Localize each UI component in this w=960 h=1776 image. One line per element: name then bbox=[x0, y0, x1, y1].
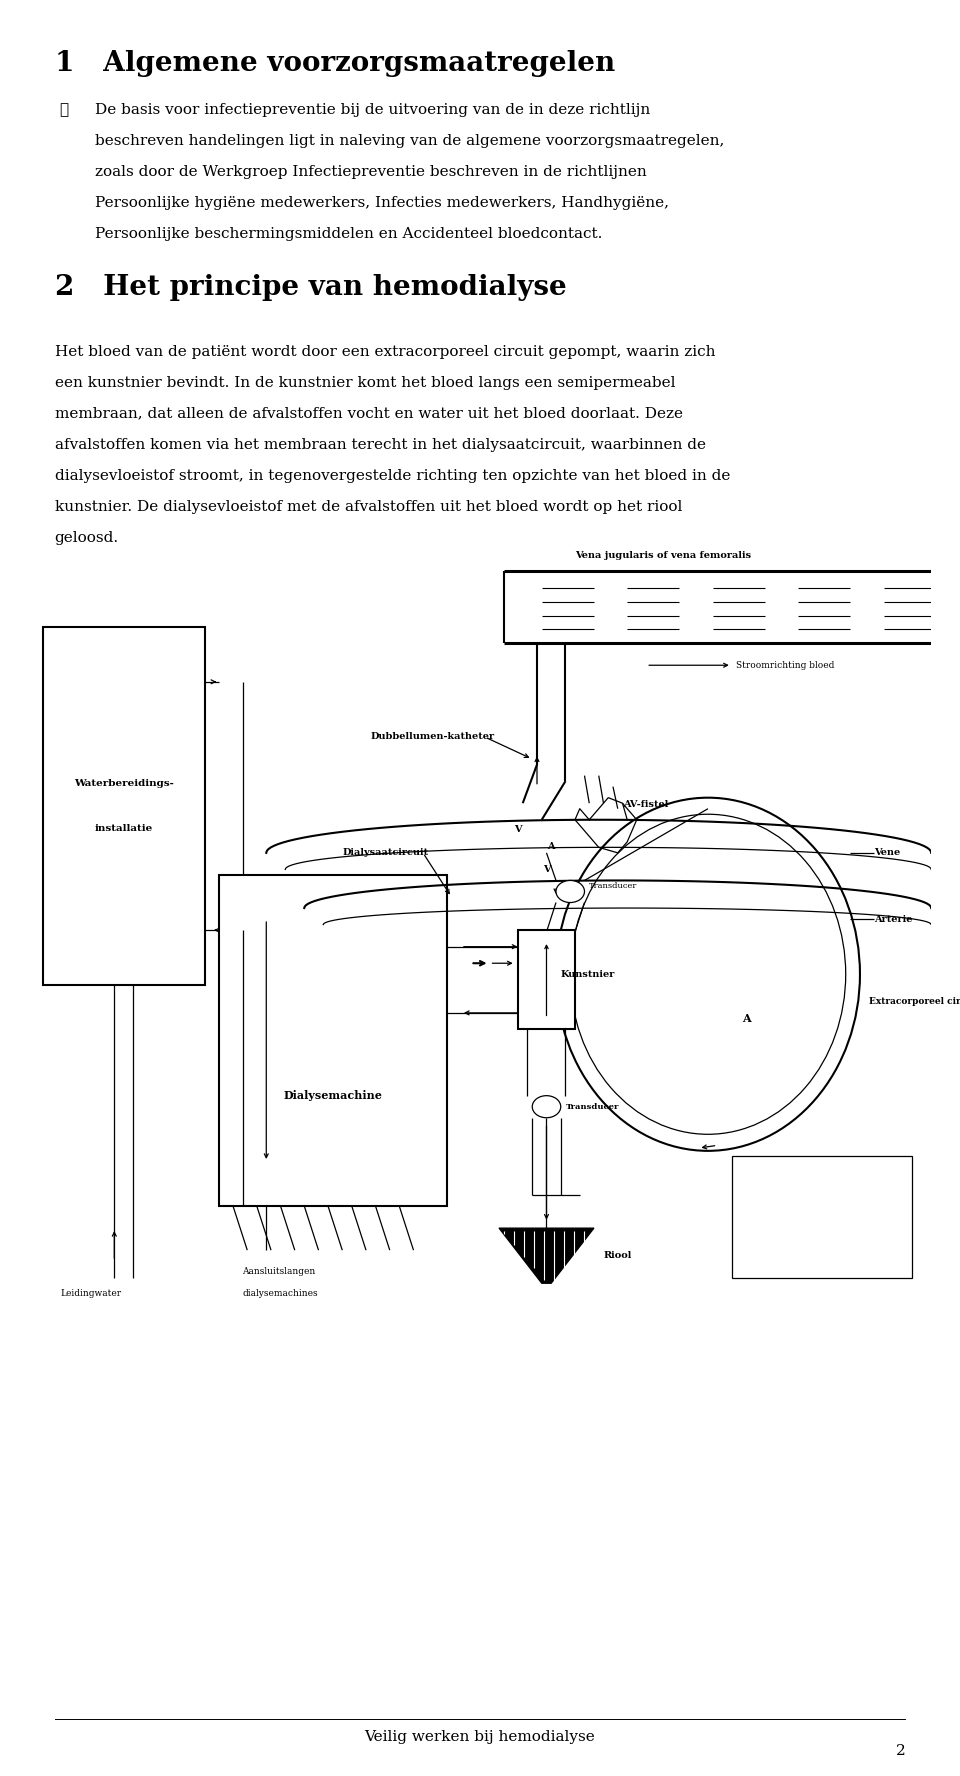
Ellipse shape bbox=[556, 881, 585, 902]
Text: membraan, dat alleen de afvalstoffen vocht en water uit het bloed doorlaat. Deze: membraan, dat alleen de afvalstoffen voc… bbox=[55, 407, 683, 421]
Text: Transducer: Transducer bbox=[565, 1103, 619, 1110]
Text: Dialysemachine: Dialysemachine bbox=[283, 1090, 382, 1101]
Text: V: V bbox=[515, 826, 522, 835]
Text: Extracorporeel circuit: Extracorporeel circuit bbox=[870, 998, 960, 1007]
Text: Vena jugularis of vena femoralis: Vena jugularis of vena femoralis bbox=[575, 551, 751, 561]
Text: dialysemachines: dialysemachines bbox=[243, 1289, 318, 1298]
Bar bbox=[43, 627, 204, 986]
Text: Aansluitslangen: Aansluitslangen bbox=[243, 1266, 316, 1275]
Text: dialysevloeistof stroomt, in tegenovergestelde richting ten opzichte van het blo: dialysevloeistof stroomt, in tegenoverge… bbox=[55, 469, 731, 483]
Text: V = Veneuze pool: V = Veneuze pool bbox=[741, 1247, 828, 1256]
Text: zoals door de Werkgroep Infectiepreventie beschreven in de richtlijnen: zoals door de Werkgroep Infectiepreventi… bbox=[95, 165, 647, 179]
Text: 2   Het principe van hemodialyse: 2 Het principe van hemodialyse bbox=[55, 274, 566, 300]
Text: Veilig werken bij hemodialyse: Veilig werken bij hemodialyse bbox=[365, 1730, 595, 1744]
Bar bbox=[518, 931, 575, 1030]
Polygon shape bbox=[499, 1229, 594, 1284]
Bar bbox=[219, 876, 446, 1206]
Text: afvalstoffen komen via het membraan terecht in het dialysaatcircuit, waarbinnen : afvalstoffen komen via het membraan tere… bbox=[55, 437, 706, 451]
Text: Stroomrichting bloed: Stroomrichting bloed bbox=[736, 661, 835, 670]
Bar bbox=[732, 1156, 912, 1277]
Text: Transducer: Transducer bbox=[589, 883, 637, 890]
Text: een kunstnier bevindt. In de kunstnier komt het bloed langs een semipermeabel: een kunstnier bevindt. In de kunstnier k… bbox=[55, 375, 675, 389]
Text: kunstnier. De dialysevloeistof met de afvalstoffen uit het bloed wordt op het ri: kunstnier. De dialysevloeistof met de af… bbox=[55, 501, 683, 513]
Text: AV-fistel: AV-fistel bbox=[624, 799, 669, 808]
Text: beschreven handelingen ligt in naleving van de algemene voorzorgsmaatregelen,: beschreven handelingen ligt in naleving … bbox=[95, 135, 725, 147]
Text: Dialysaatcircuit: Dialysaatcircuit bbox=[343, 849, 428, 858]
Text: installatie: installatie bbox=[95, 824, 153, 833]
Text: ☞: ☞ bbox=[60, 103, 69, 117]
Text: A = Arteriële pool: A = Arteriële pool bbox=[741, 1179, 830, 1188]
Text: Leidingwater: Leidingwater bbox=[60, 1289, 121, 1298]
Text: De basis voor infectiepreventie bij de uitvoering van de in deze richtlijn: De basis voor infectiepreventie bij de u… bbox=[95, 103, 650, 117]
Text: Persoonlijke beschermingsmiddelen en Accidenteel bloedcontact.: Persoonlijke beschermingsmiddelen en Acc… bbox=[95, 227, 603, 242]
Text: A: A bbox=[547, 842, 555, 851]
Ellipse shape bbox=[532, 1096, 561, 1117]
Text: Vene: Vene bbox=[875, 849, 900, 858]
Text: V: V bbox=[542, 865, 550, 874]
Text: 1   Algemene voorzorgsmaatregelen: 1 Algemene voorzorgsmaatregelen bbox=[55, 50, 615, 76]
Text: A: A bbox=[742, 1012, 751, 1025]
Text: geloosd.: geloosd. bbox=[55, 531, 119, 545]
Text: Waterbereidings-: Waterbereidings- bbox=[74, 780, 174, 789]
Text: Arterie: Arterie bbox=[875, 915, 913, 924]
Text: Persoonlijke hygiëne medewerkers, Infecties medewerkers, Handhygiëne,: Persoonlijke hygiëne medewerkers, Infect… bbox=[95, 197, 669, 210]
Text: Het bloed van de patiënt wordt door een extracorporeel circuit gepompt, waarin z: Het bloed van de patiënt wordt door een … bbox=[55, 345, 715, 359]
Text: Dubbellumen-katheter: Dubbellumen-katheter bbox=[371, 732, 495, 741]
Text: Riool: Riool bbox=[604, 1252, 632, 1261]
Text: 2: 2 bbox=[896, 1744, 905, 1758]
Text: Kunstnier: Kunstnier bbox=[561, 970, 615, 979]
